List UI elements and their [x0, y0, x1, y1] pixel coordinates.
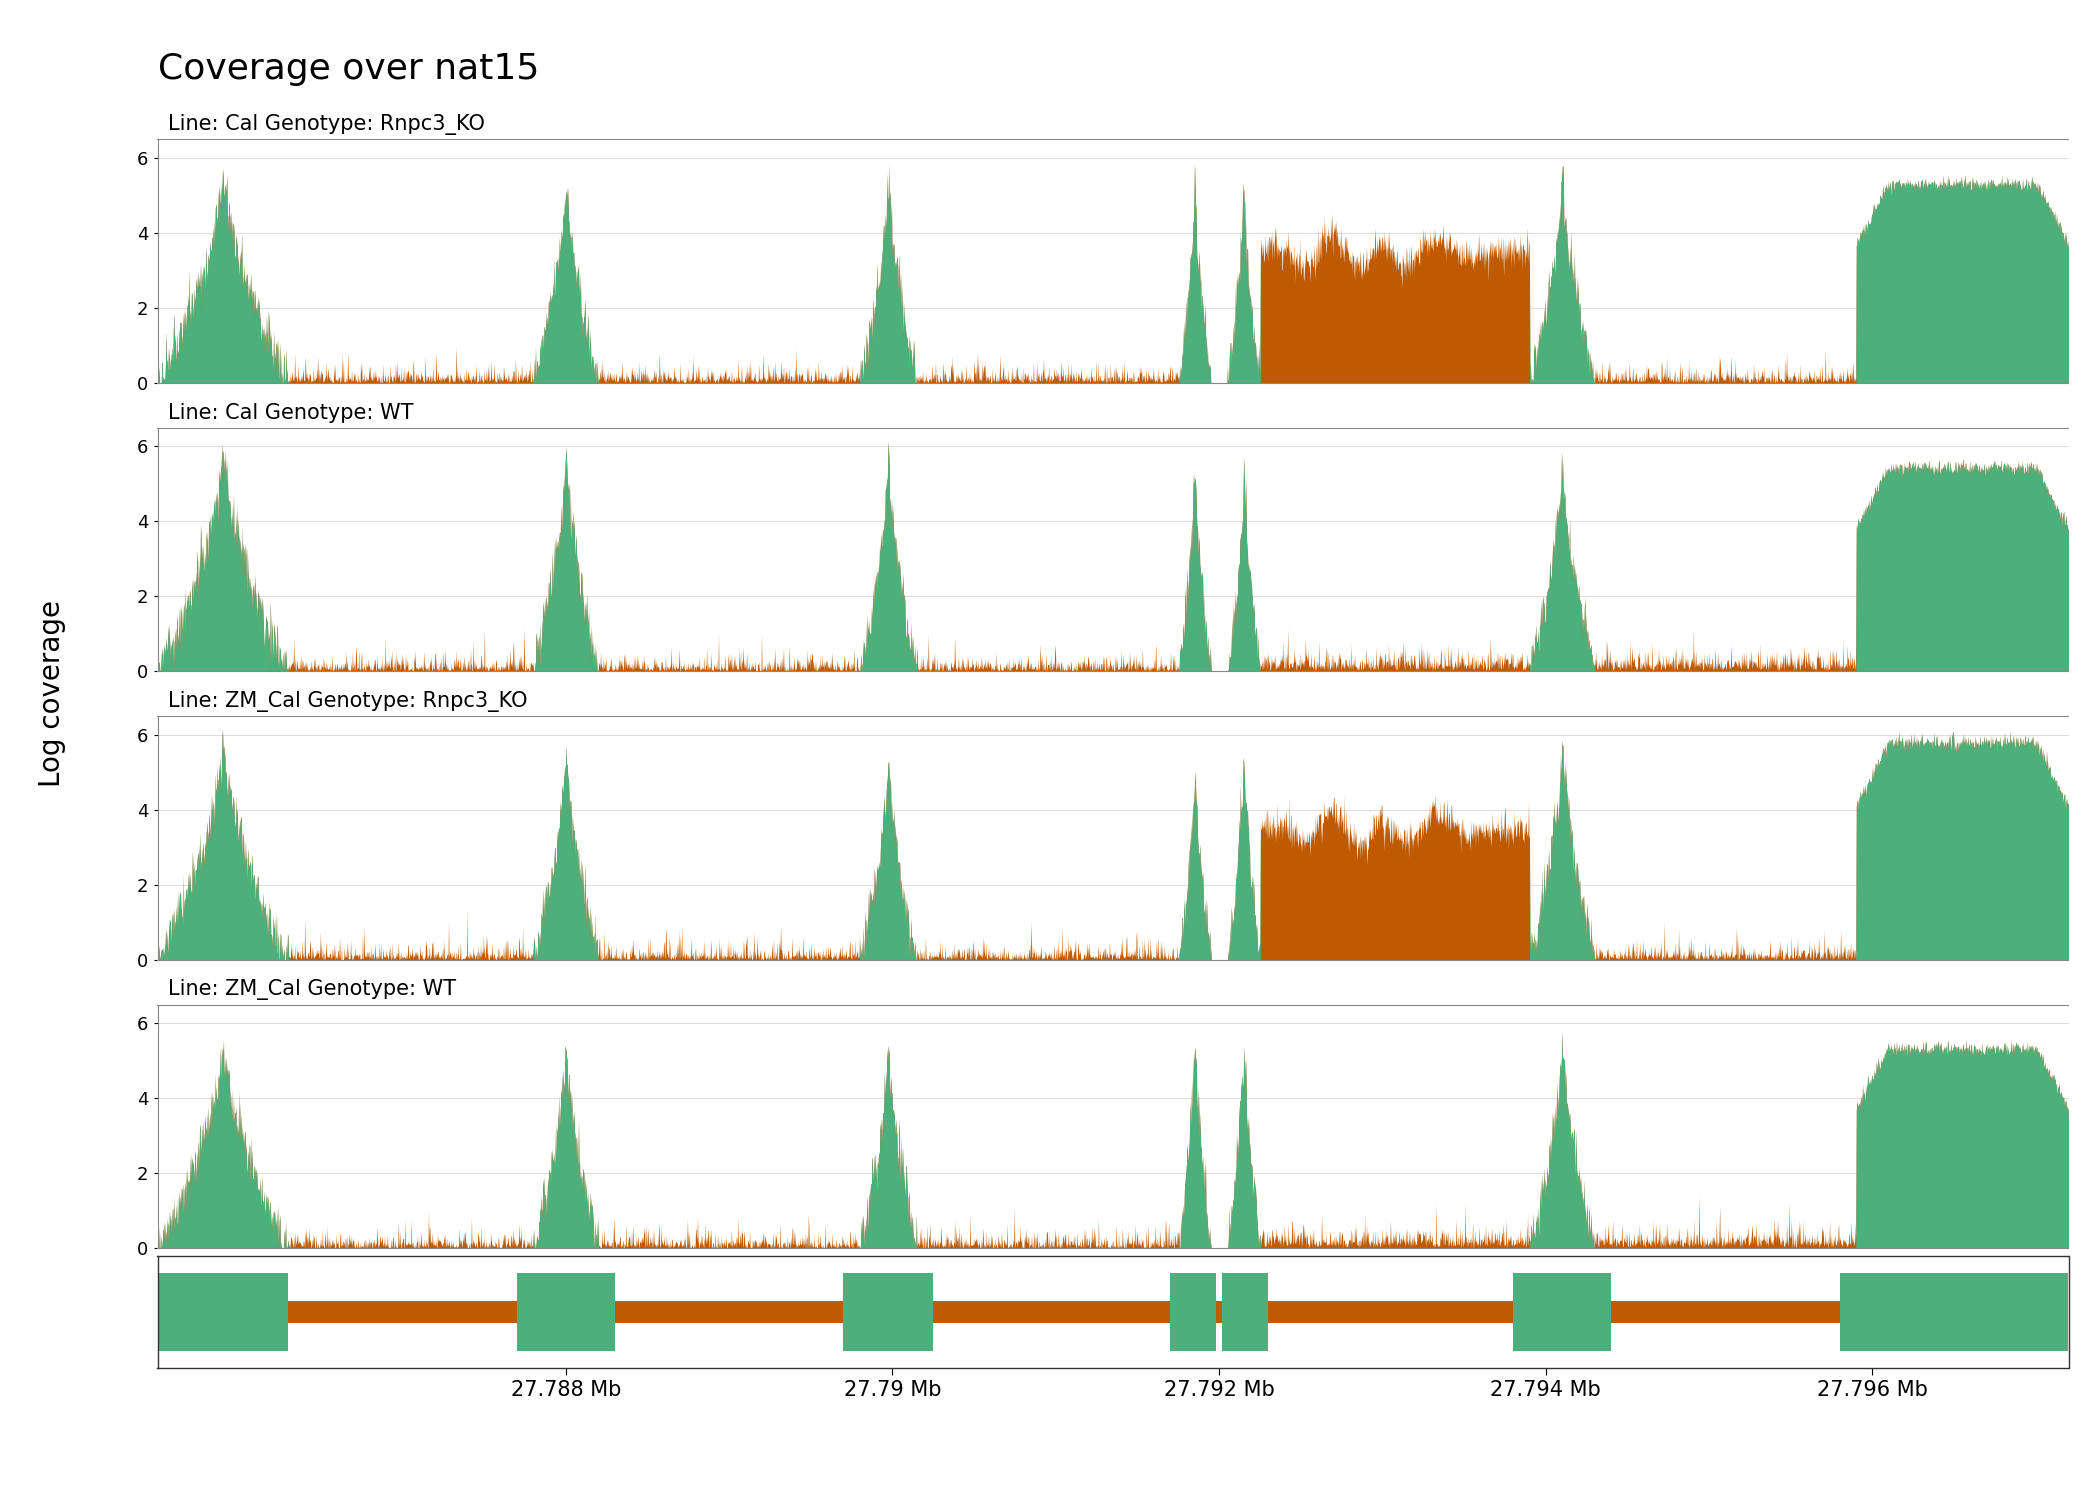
- Bar: [1222, 1272, 1268, 1351]
- Bar: [517, 1272, 615, 1351]
- Bar: [844, 1272, 932, 1351]
- Text: Line: ZM_Cal Genotype: Rnpc3_KO: Line: ZM_Cal Genotype: Rnpc3_KO: [168, 691, 527, 712]
- Text: Coverage over nat15: Coverage over nat15: [158, 52, 540, 87]
- Text: Line: ZM_Cal Genotype: WT: Line: ZM_Cal Genotype: WT: [168, 979, 456, 1000]
- Bar: [158, 1272, 288, 1351]
- Text: Line: Cal Genotype: WT: Line: Cal Genotype: WT: [168, 404, 414, 423]
- Text: Line: Cal Genotype: Rnpc3_KO: Line: Cal Genotype: Rnpc3_KO: [168, 114, 485, 135]
- Text: Log coverage: Log coverage: [38, 599, 67, 788]
- Bar: [1840, 1272, 2068, 1351]
- Bar: [1170, 1272, 1216, 1351]
- Bar: [1514, 1272, 1611, 1351]
